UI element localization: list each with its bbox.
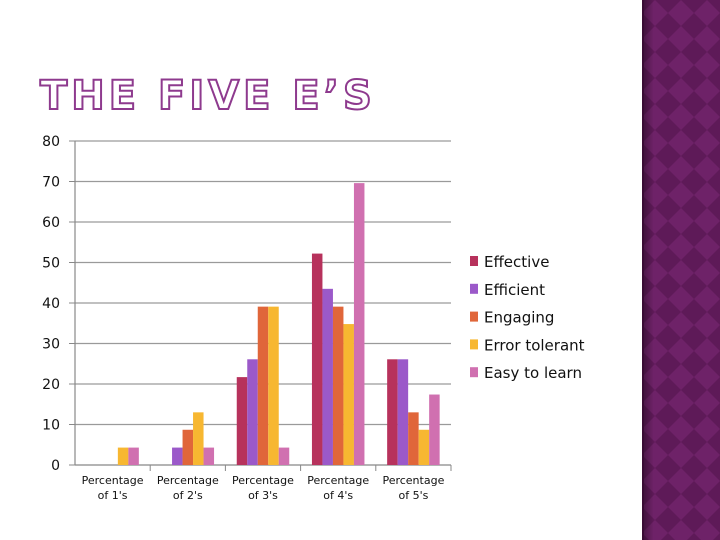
legend-swatch [470, 367, 478, 378]
bar-error-tolerant [418, 429, 430, 465]
bar-easy-to-learn [429, 394, 440, 465]
legend-swatch [470, 283, 478, 294]
y-tick-label: 30 [42, 337, 60, 353]
bar-engaging [257, 306, 269, 465]
bar-easy-to-learn [353, 183, 365, 465]
legend-label: Effective [484, 253, 549, 271]
bar-error-tolerant [117, 447, 129, 465]
x-category-label: of 1's [98, 489, 128, 502]
sidebar-edge [642, 0, 644, 540]
bar-engaging [182, 429, 194, 465]
bar-efficient [172, 447, 183, 465]
x-category-label: of 4's [323, 489, 353, 502]
legend-swatch [470, 311, 478, 322]
x-category-label: Percentage [232, 474, 294, 487]
bar-error-tolerant [343, 324, 354, 465]
y-tick-label: 0 [51, 458, 60, 474]
bar-effective [311, 253, 323, 465]
legend-swatch [470, 339, 478, 350]
y-tick-label: 40 [42, 296, 60, 312]
axis-labels: 0 10 20 30 40 50 60 70 80 Percentage of 1's Percent… [42, 134, 444, 502]
legend-label: Error tolerant [484, 336, 585, 354]
bar-easy-to-learn [128, 447, 139, 465]
x-category-label: of 3's [248, 489, 278, 502]
bars [117, 183, 440, 465]
y-tick-label: 70 [42, 175, 60, 191]
bar-engaging [408, 412, 419, 465]
x-category-label: Percentage [382, 474, 444, 487]
legend-swatch [470, 256, 478, 266]
legend-label: Engaging [484, 309, 554, 327]
bar-error-tolerant [268, 306, 279, 465]
decorative-sidebar [642, 0, 720, 540]
x-category-label: Percentage [307, 474, 369, 487]
sidebar-shade [642, 0, 720, 540]
y-tick-label: 60 [42, 215, 60, 231]
bar-effective [236, 377, 248, 465]
bar-effective [387, 359, 398, 465]
bar-efficient [397, 359, 409, 465]
legend-label: Efficient [484, 281, 545, 299]
bar-easy-to-learn [203, 447, 215, 465]
bar-engaging [332, 306, 344, 465]
x-category-label: Percentage [157, 474, 219, 487]
x-category-label: of 2's [173, 489, 203, 502]
y-tick-label: 80 [42, 134, 60, 150]
y-tick-label: 50 [42, 256, 60, 272]
bar-efficient [322, 288, 333, 465]
y-tick-label: 20 [42, 377, 60, 393]
y-tick-label: 10 [42, 418, 60, 434]
bar-error-tolerant [193, 412, 204, 465]
x-category-label: of 5's [398, 489, 428, 502]
x-category-label: Percentage [82, 474, 144, 487]
bar-efficient [247, 359, 258, 465]
slide-title: THE FIVE E’S [39, 72, 376, 120]
bar-easy-to-learn [278, 447, 290, 465]
bar-chart: 0 10 20 30 40 50 60 70 80 Percentage of 1's Percent… [42, 134, 585, 502]
legend: Effective Efficient Engaging Error tolerant… [470, 253, 585, 382]
legend-label: Easy to learn [484, 364, 582, 382]
